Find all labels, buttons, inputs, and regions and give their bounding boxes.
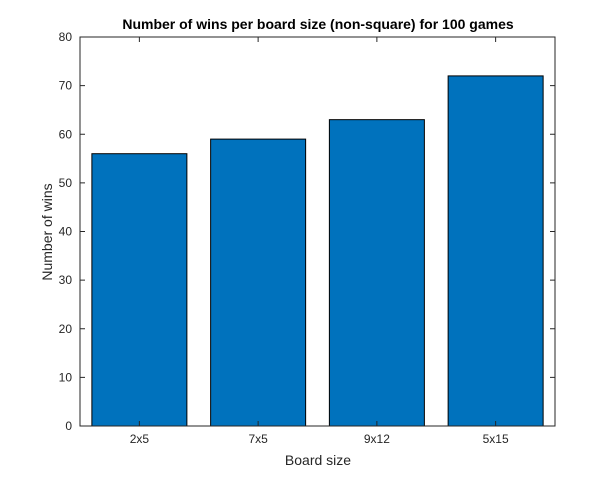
y-tick-label: 30: [59, 273, 73, 287]
y-tick-label: 50: [59, 176, 73, 190]
plot-frame: [79, 36, 556, 427]
x-tick-label: 2x5: [130, 432, 150, 446]
bar-2x5: [91, 153, 188, 427]
y-tick-label: 20: [59, 322, 73, 336]
axis-ticks: 2x5 7x5 9x12 5x15 0 10 20 30 40 50 60 70 80: [59, 30, 555, 446]
x-axis-label: Board size: [285, 452, 351, 468]
x-tick-label: 5x15: [483, 432, 509, 446]
bar-7x5: [210, 138, 307, 427]
y-tick-label: 0: [65, 419, 72, 433]
bar-9x12: [328, 119, 425, 427]
x-tick-label: 7x5: [248, 432, 268, 446]
bar-5x15: [447, 75, 544, 427]
y-tick-label: 80: [59, 30, 73, 44]
x-tick-label: 9x12: [364, 432, 390, 446]
chart-title: Number of wins per board size (non-squar…: [122, 16, 514, 32]
y-tick-label: 10: [59, 370, 73, 384]
y-tick-label: 60: [59, 127, 73, 141]
y-tick-label: 70: [59, 79, 73, 93]
bar-group: [91, 75, 544, 427]
y-axis-label: Number of wins: [39, 183, 55, 280]
y-tick-label: 40: [59, 225, 73, 239]
